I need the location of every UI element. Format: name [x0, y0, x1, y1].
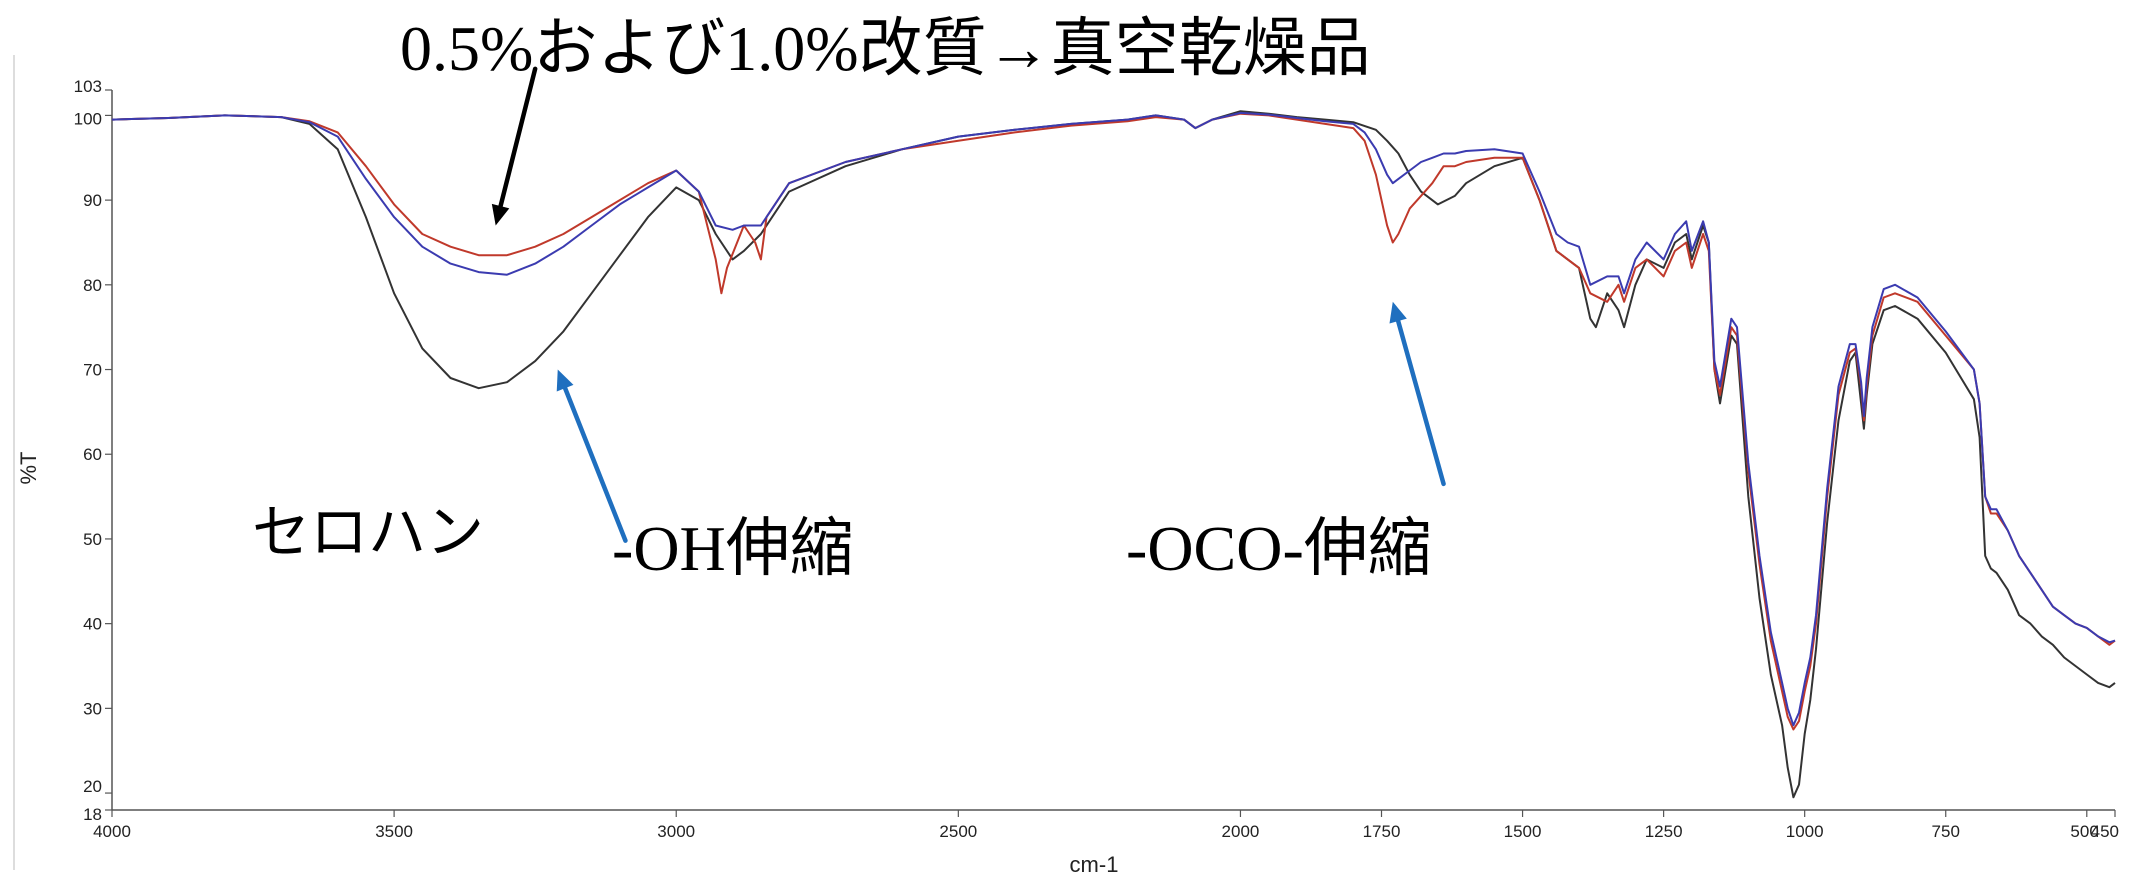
annotation-cellophane: セロハン	[252, 498, 484, 566]
x-tick-label: 500	[2070, 822, 2098, 841]
annotation-arrowhead-3	[1389, 301, 1407, 324]
spectrum-line-3	[111, 111, 2116, 727]
x-tick-label: 1250	[1645, 822, 1683, 841]
y-tick-label: 100	[74, 109, 102, 128]
x-tick-label: 1000	[1786, 822, 1824, 841]
annotation-oh-stretch: -OH伸縮	[612, 513, 854, 584]
y-tick-label: 70	[83, 361, 102, 380]
x-axis-title: cm-1	[1070, 852, 1119, 877]
y-tick-label: 30	[83, 699, 102, 718]
y-tick-label: 60	[83, 445, 102, 464]
annotation-arrow-1	[562, 385, 628, 543]
x-tick-label: 2500	[939, 822, 977, 841]
x-tick-label: 4000	[93, 822, 131, 841]
annotation-arrows	[491, 66, 1446, 543]
x-tick-label: 750	[1932, 822, 1960, 841]
annotation-modified-samples: 0.5%および1.0%改質→真空乾燥品	[400, 13, 1371, 84]
x-tick-label: 1750	[1363, 822, 1401, 841]
x-tick-label: 3000	[657, 822, 695, 841]
spectrum-line-2	[111, 112, 2116, 731]
x-tick-label: 3500	[375, 822, 413, 841]
spectrum-line-1	[111, 110, 2116, 799]
y-tick-label: 50	[83, 530, 102, 549]
axes: 18 20 30 40 50 60 70 80 90 100 103 4000 3500 3000 2500…	[13, 55, 2119, 870]
y-tick-label: 90	[83, 191, 102, 210]
annotation-arrowhead-1	[556, 369, 574, 392]
annotation-arrowhead-0	[491, 203, 510, 226]
series-group	[111, 110, 2116, 799]
x-tick-label: 450	[2091, 822, 2119, 841]
y-tick-label: 80	[83, 276, 102, 295]
annotation-arrow-3	[1395, 318, 1446, 487]
y-tick-label: 103	[74, 77, 102, 96]
annotation-arrow-0	[498, 66, 538, 209]
x-tick-label: 2000	[1222, 822, 1260, 841]
y-axis-title: %T	[16, 452, 41, 485]
y-tick-label: 20	[83, 777, 102, 796]
y-tick-label: 18	[83, 805, 102, 824]
x-tick-label: 1500	[1504, 822, 1542, 841]
annotation-oco-stretch: -OCO-伸縮	[1126, 513, 1432, 584]
y-tick-label: 40	[83, 615, 102, 634]
